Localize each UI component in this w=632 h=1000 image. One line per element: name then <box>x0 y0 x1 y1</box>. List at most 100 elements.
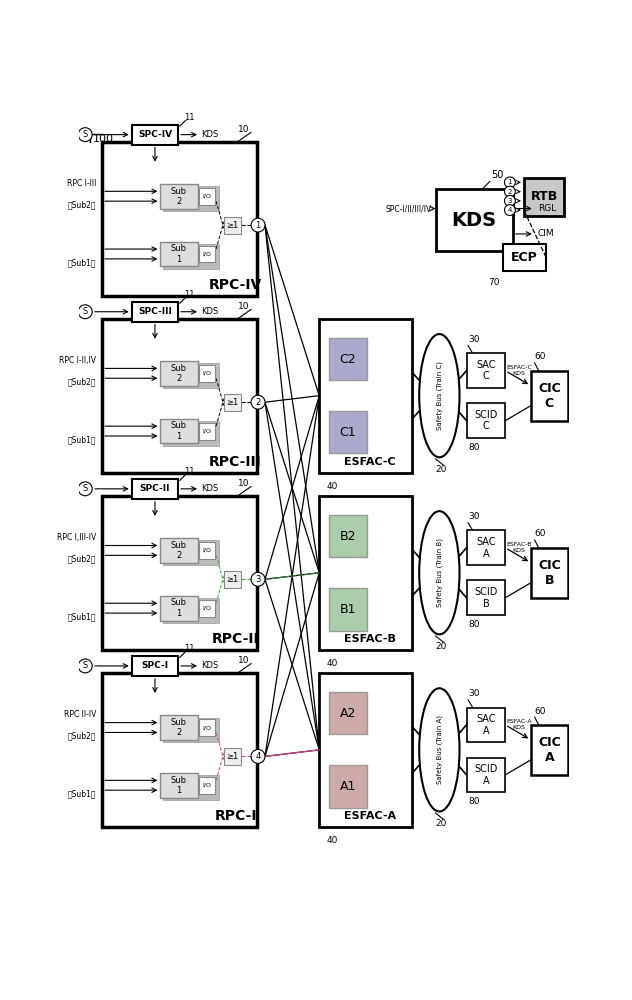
Text: CIC
C: CIC C <box>538 382 561 410</box>
Bar <box>319 496 412 650</box>
Bar <box>199 600 215 617</box>
Bar <box>162 244 219 269</box>
Text: Sub
1: Sub 1 <box>171 776 187 795</box>
Text: SPC-II: SPC-II <box>140 484 170 493</box>
Bar <box>131 656 178 676</box>
Bar <box>503 244 546 271</box>
Text: CIC
B: CIC B <box>538 559 561 587</box>
Text: I/O: I/O <box>202 251 211 256</box>
Text: Sub
2: Sub 2 <box>171 364 187 383</box>
Text: （Sub2）: （Sub2） <box>68 555 96 564</box>
Circle shape <box>78 659 92 673</box>
Bar <box>162 363 219 388</box>
Circle shape <box>251 218 265 232</box>
Bar <box>319 319 412 473</box>
Bar <box>199 777 215 794</box>
Text: 70: 70 <box>488 278 499 287</box>
Text: RPC-II: RPC-II <box>212 632 259 646</box>
Text: I/O: I/O <box>202 606 211 611</box>
Text: RPC-I: RPC-I <box>214 809 257 823</box>
Bar <box>161 361 198 386</box>
Bar <box>199 188 215 205</box>
Text: RPC-III: RPC-III <box>209 455 262 469</box>
Text: 60: 60 <box>535 707 546 716</box>
Bar <box>131 479 178 499</box>
Bar <box>199 719 215 736</box>
Bar <box>466 530 505 565</box>
Text: 60: 60 <box>535 529 546 538</box>
Text: KDS: KDS <box>202 130 219 139</box>
Circle shape <box>504 177 515 188</box>
Text: RPC I-II,IV: RPC I-II,IV <box>59 356 96 365</box>
Text: C1: C1 <box>339 426 356 439</box>
Bar <box>131 125 178 145</box>
Text: I/O: I/O <box>202 783 211 788</box>
Text: （Sub2）: （Sub2） <box>68 378 96 387</box>
Text: RPC I,III-IV: RPC I,III-IV <box>57 533 96 542</box>
Text: 3: 3 <box>507 198 512 204</box>
Circle shape <box>504 205 515 215</box>
Text: SPC-III: SPC-III <box>138 307 172 316</box>
Bar <box>199 246 215 262</box>
Text: 11: 11 <box>185 467 195 476</box>
Bar <box>466 580 505 615</box>
Bar <box>466 403 505 438</box>
Circle shape <box>504 186 515 197</box>
Text: 80: 80 <box>468 620 480 629</box>
Text: （Sub1）: （Sub1） <box>68 435 96 444</box>
Text: SCID
C: SCID C <box>474 410 497 431</box>
Text: I/O: I/O <box>202 429 211 434</box>
Bar <box>162 421 219 446</box>
Text: Sub
1: Sub 1 <box>171 598 187 618</box>
Text: 2: 2 <box>255 398 260 407</box>
Text: KDS: KDS <box>202 307 219 316</box>
Bar <box>531 371 568 421</box>
Text: ESFAC-A: ESFAC-A <box>344 811 396 821</box>
Bar <box>162 186 219 211</box>
Bar <box>162 598 219 623</box>
Bar <box>102 142 257 296</box>
Text: 60: 60 <box>535 352 546 361</box>
Text: （Sub1）: （Sub1） <box>68 612 96 621</box>
Bar <box>531 725 568 775</box>
Bar <box>329 515 367 557</box>
Text: KDS: KDS <box>202 661 219 670</box>
Text: A1: A1 <box>340 780 356 793</box>
Text: （Sub1）: （Sub1） <box>68 258 96 267</box>
Text: 40: 40 <box>327 482 338 491</box>
Text: ESFAC-A
KDS: ESFAC-A KDS <box>506 719 532 730</box>
Bar <box>466 708 505 742</box>
Text: ESFAC-B: ESFAC-B <box>344 634 396 644</box>
Bar <box>329 765 367 808</box>
Bar <box>319 673 412 827</box>
Text: （Sub2）: （Sub2） <box>68 732 96 741</box>
Text: 4: 4 <box>507 207 512 213</box>
Bar <box>329 411 367 453</box>
Text: ≥1: ≥1 <box>226 398 238 407</box>
Text: CIM: CIM <box>538 229 554 238</box>
Text: RTB: RTB <box>530 190 557 204</box>
Circle shape <box>504 195 515 206</box>
Text: 20: 20 <box>435 465 447 474</box>
Text: Safety Bus (Train B): Safety Bus (Train B) <box>436 538 442 607</box>
Text: 100: 100 <box>93 134 114 144</box>
Bar <box>199 365 215 382</box>
Text: RPC I-III: RPC I-III <box>66 179 96 188</box>
Text: I/O: I/O <box>202 194 211 199</box>
Text: 11: 11 <box>185 290 195 299</box>
Text: I/O: I/O <box>202 371 211 376</box>
Text: 80: 80 <box>468 797 480 806</box>
Bar <box>161 715 198 740</box>
Text: Sub
1: Sub 1 <box>171 244 187 264</box>
Bar <box>224 748 241 765</box>
Bar <box>161 242 198 266</box>
Circle shape <box>251 572 265 586</box>
Bar <box>329 588 367 631</box>
Text: 3: 3 <box>255 575 261 584</box>
Text: SPC-I: SPC-I <box>142 661 169 670</box>
Bar <box>199 542 215 559</box>
Text: SPC-I/II/III/IV: SPC-I/II/III/IV <box>386 204 432 213</box>
Text: A2: A2 <box>340 707 356 720</box>
Text: SAC
C: SAC C <box>476 360 495 381</box>
Text: S: S <box>83 307 88 316</box>
